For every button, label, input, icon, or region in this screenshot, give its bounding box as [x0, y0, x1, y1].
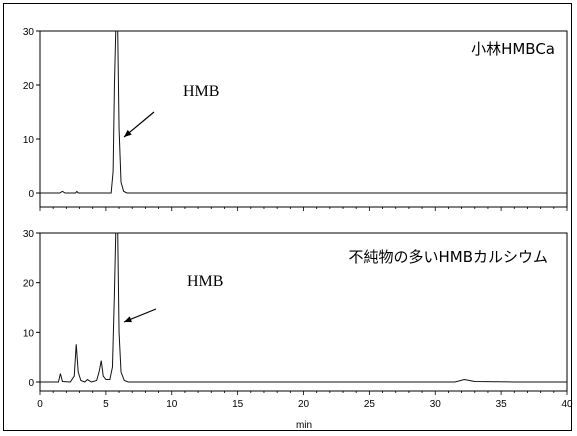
x-tick-label: 30: [430, 399, 442, 410]
panel-2-hmb-annotation: HMB: [187, 273, 223, 290]
panel-1-y-tick-label: 30: [23, 27, 35, 38]
panel-1-y-tick-label: 10: [23, 135, 35, 146]
panel-1-series-line: [40, 30, 567, 194]
panel-2-y-tick-label: 0: [28, 378, 34, 389]
panel-2-annotation-arrowhead: [124, 316, 132, 323]
panel-2-y-tick-label: 20: [23, 279, 35, 290]
panel-2-y-tick-label: 30: [23, 229, 35, 240]
panel-1-annotation-arrowhead: [124, 129, 132, 137]
panel-1-hmb-annotation: HMB: [183, 83, 219, 100]
panel-1: 0 10 20 30: [23, 27, 568, 211]
x-axis-label: min: [296, 420, 312, 431]
panel-1-y-tick-label: 20: [23, 81, 35, 92]
chromatogram-figure: [3, 3, 572, 431]
x-tick-label: 25: [364, 399, 376, 410]
x-tick-label: 35: [496, 399, 508, 410]
x-tick-label: 10: [166, 399, 178, 410]
panel-2: 0 10 20 30: [23, 229, 568, 395]
x-tick-label: 20: [298, 399, 310, 410]
x-tick-label: 5: [103, 399, 109, 410]
x-tick-label: 40: [561, 399, 573, 410]
x-tick-label: 0: [37, 399, 43, 410]
x-tick-label: 15: [232, 399, 244, 410]
panel-2-title: 不純物の多いHMBカルシウム: [348, 248, 548, 266]
panel-1-title: 小林HMBCa: [471, 40, 555, 58]
panel-2-series-line: [40, 232, 567, 383]
panel-1-y-tick-label: 0: [28, 189, 34, 200]
panel-2-y-tick-label: 10: [23, 328, 35, 339]
